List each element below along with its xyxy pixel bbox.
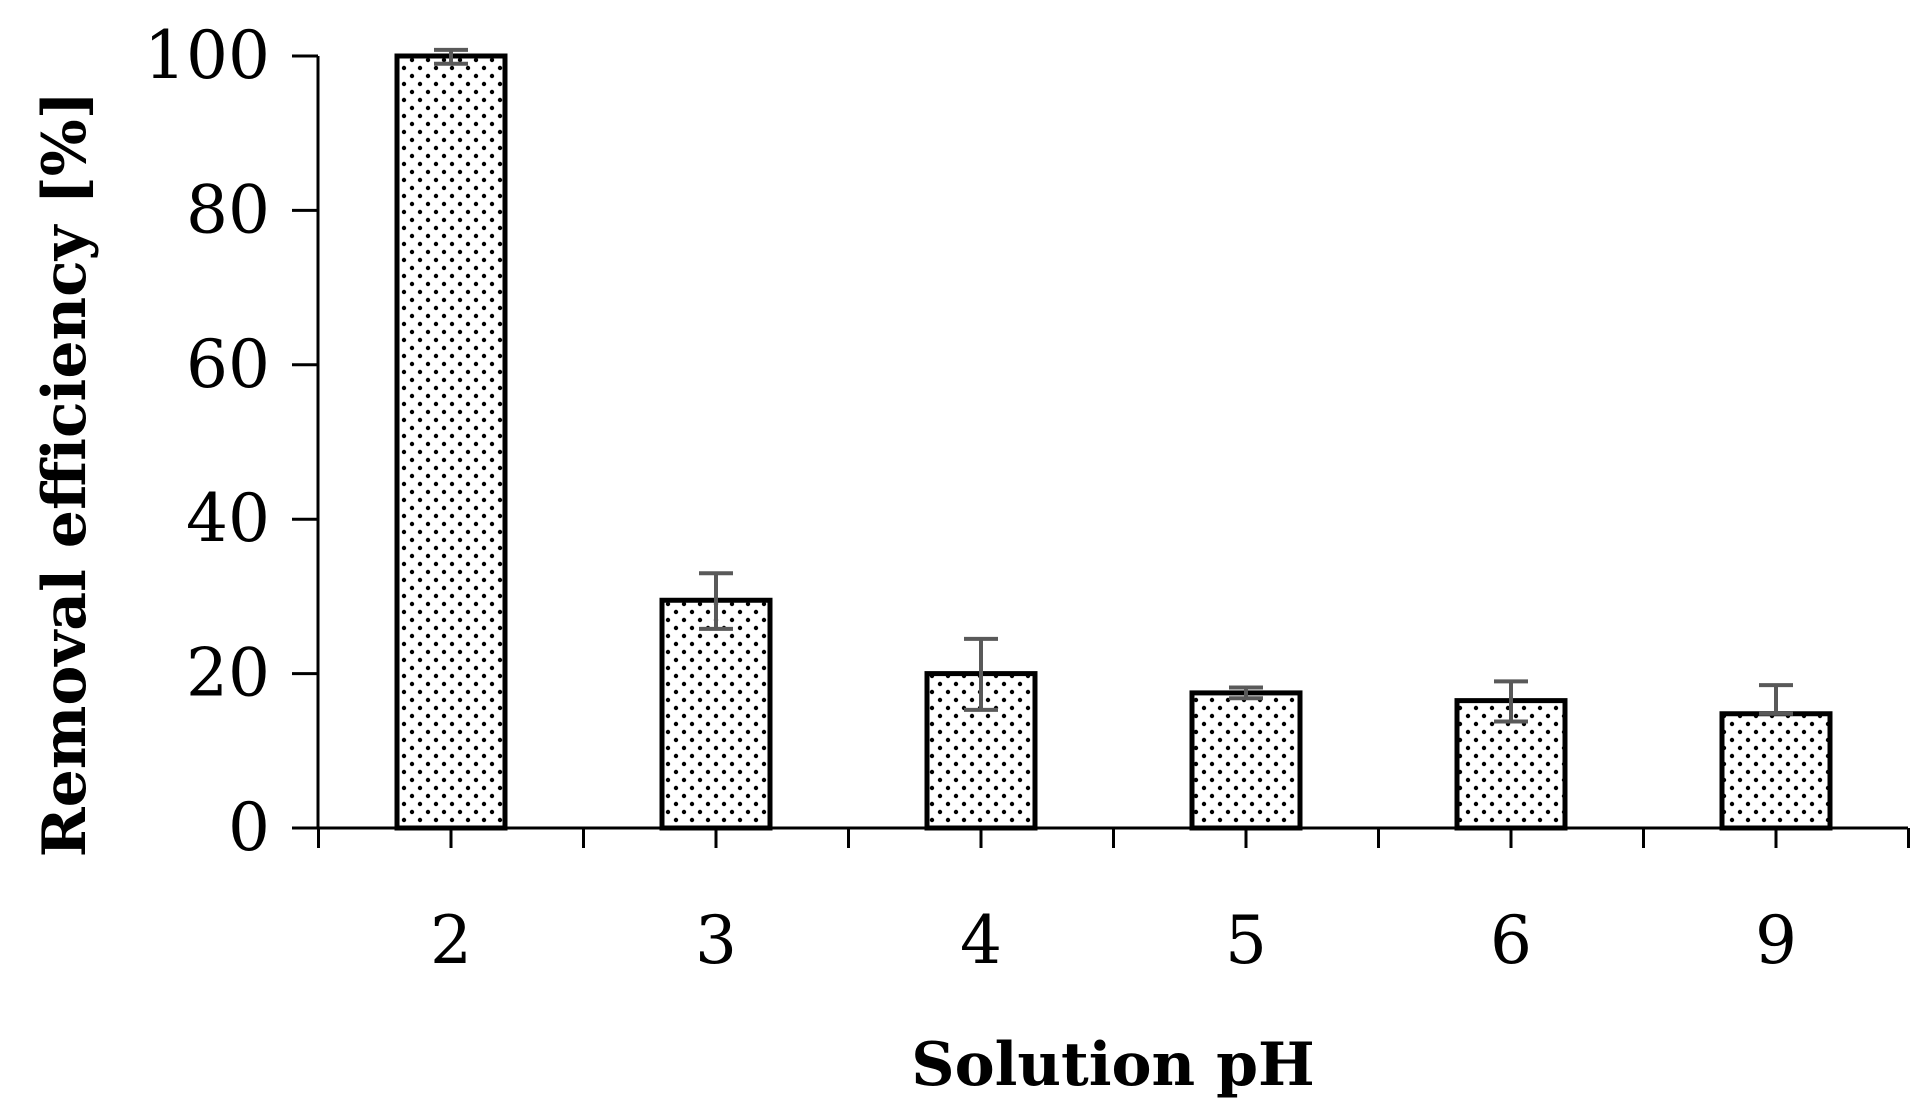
y-tick-label: 0	[228, 789, 270, 866]
bars	[394, 53, 1833, 831]
x-axis-title: Solution pH	[911, 1030, 1314, 1100]
bar	[394, 53, 508, 831]
x-tick-label: 3	[695, 902, 737, 979]
bar	[1189, 690, 1303, 831]
y-tick-label: 100	[144, 17, 270, 94]
error-bars	[434, 47, 1793, 724]
bar	[1719, 711, 1833, 831]
x-tick-label: 6	[1490, 902, 1532, 979]
bar	[659, 597, 773, 831]
y-tick-label: 80	[186, 171, 270, 248]
x-axis-ticks: 2 3 4 5 6 9	[317, 828, 1910, 979]
x-tick-label: 4	[960, 902, 1002, 979]
x-tick-label: 5	[1225, 902, 1267, 979]
y-tick-label: 40	[186, 480, 270, 557]
y-tick-label: 60	[186, 326, 270, 403]
x-tick-label: 2	[430, 902, 472, 979]
y-tick-label: 20	[186, 635, 270, 712]
y-axis-title: Removal efficiency [%]	[30, 91, 100, 857]
x-tick-label: 9	[1755, 902, 1797, 979]
y-axis-ticks: 0 20 40 60 80 100	[144, 17, 318, 866]
